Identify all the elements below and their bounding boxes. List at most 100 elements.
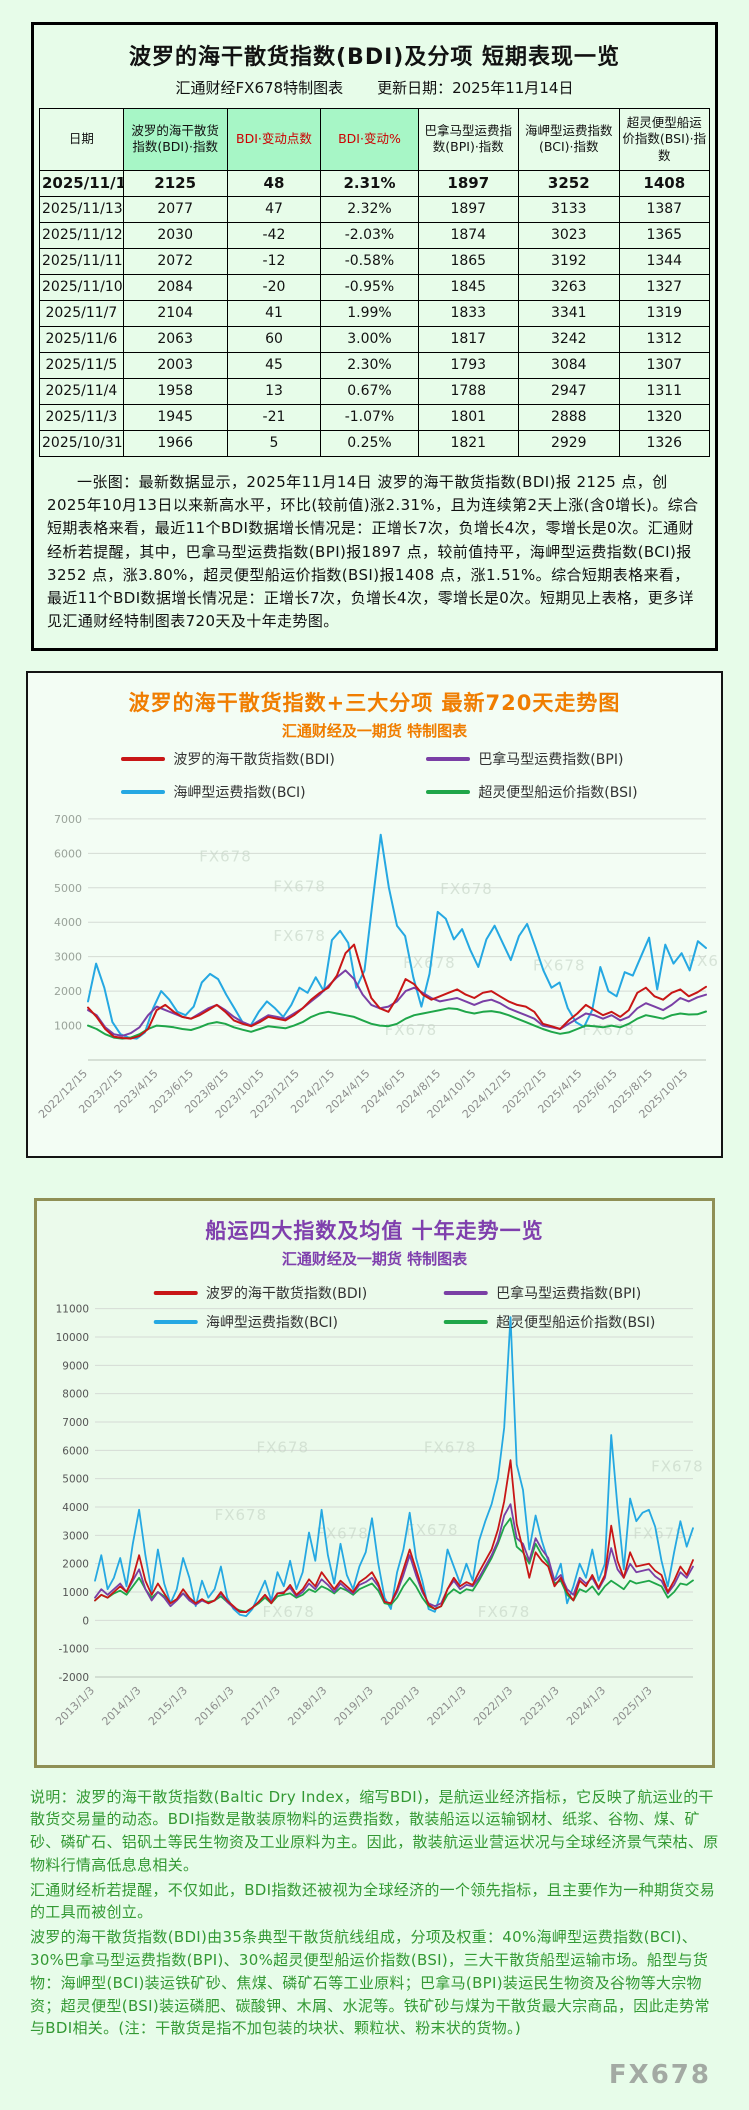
legend-label: 波罗的海干散货指数(BDI) [173, 751, 335, 768]
fx678-watermark: FX678 [273, 877, 326, 895]
chart-720d-title: 波罗的海干散货指数+三大分项 最新720天走势图 [128, 690, 621, 715]
x-axis-tick-label: 2023/1/3 [517, 1683, 561, 1727]
table-cell: 1817 [417, 325, 520, 353]
chart-720d-plot: 7000 6000 5000 4000 3000 2000 1000 FX678 FX678 FX… [36, 812, 720, 1120]
chart-720d-panel: 波罗的海干散货指数+三大分项 最新720天走势图 汇通财经及一期货 特制图表 波… [26, 670, 723, 1158]
legend-label: 超灵便型船运价指数(BSI) [478, 784, 638, 801]
table-cell: 1387 [618, 195, 711, 223]
update-date-label: 更新日期：2025年11月14日 [377, 79, 574, 97]
table-cell: 1319 [618, 299, 711, 327]
x-axis-tick-label: 2022/1/3 [471, 1683, 515, 1727]
x-axis-tick-label: 2018/1/3 [285, 1683, 329, 1727]
y-axis-tick-label: 4000 [62, 1502, 89, 1514]
summary-text: 一张图：最新数据显示，2025年11月14日 波罗的海干散货指数(BDI)报 2… [47, 472, 699, 631]
table-cell: 2104 [122, 299, 228, 327]
table-row: 2025/11/12 2030 -42 -2.03% 1874 3023 1365 [39, 221, 711, 249]
table-cell: 2929 [518, 429, 620, 457]
x-axis-tick-label: 2021/1/3 [424, 1683, 468, 1727]
fx678-watermark: FX678 [214, 1505, 267, 1523]
column-header: 巴拿马型运费指数(BPI)·指数 [417, 108, 520, 171]
table-row: 2025/11/11 2072 -12 -0.58% 1865 3192 1344 [39, 247, 711, 275]
x-axis-tick-label: 2025/1/3 [610, 1683, 654, 1727]
table-cell: 1327 [618, 273, 711, 301]
column-header: 海岬型运费指数(BCI)·指数 [518, 108, 620, 171]
table-cell: 1326 [618, 429, 711, 457]
chart-10y-legend: 波罗的海干散货指数(BDI) 巴拿马型运费指数(BPI) 海岬型运费指数(BCI) 超… [105, 1283, 686, 1332]
legend-line-swatch [426, 756, 471, 761]
table-row: 2025/11/6 2063 60 3.00% 1817 3242 1312 [39, 325, 711, 353]
table-row: 2025/10/31 1966 5 0.25% 1821 2929 1326 [39, 429, 711, 457]
chart-10y-title: 船运四大指数及均值 十年走势一览 [205, 1218, 544, 1243]
table-cell: 2025/11/11 [39, 247, 124, 275]
fx678-watermark: FX678 [384, 1021, 437, 1039]
legend-line-swatch [444, 1290, 489, 1295]
description-text: 说明：波罗的海干散货指数(Baltic Dry Index，缩写BDI)，是航运… [30, 1786, 719, 2041]
table-cell: 13 [226, 377, 322, 405]
y-axis-tick-label: 8000 [62, 1388, 89, 1400]
table-cell: -0.95% [320, 273, 419, 301]
table-cell: 2947 [518, 377, 620, 405]
fx678-watermark: FX678 [403, 954, 456, 972]
table-cell: 2025/11/6 [39, 325, 124, 353]
fx678-watermark: FX678 [477, 1603, 530, 1621]
table-cell: 2025/11/7 [39, 299, 124, 327]
column-header: 波罗的海干散货指数(BDI)·指数 [122, 108, 228, 171]
chart-10y-panel: 船运四大指数及均值 十年走势一览 汇通财经及一期货 特制图表 波罗的海干散货指数… [34, 1197, 715, 1768]
column-header: BDI·变动点数 [226, 108, 322, 171]
table-cell: -12 [226, 247, 322, 275]
table-cell: 2025/11/3 [39, 403, 124, 431]
x-axis-tick-label: 2014/1/3 [99, 1683, 143, 1727]
chart-10y-plot: 1100010000900080007000600050004000300020… [52, 1303, 702, 1727]
table-cell: 2888 [518, 403, 620, 431]
table-cell: 1845 [417, 273, 520, 301]
column-header: 日期 [39, 108, 124, 171]
table-cell: -2.03% [320, 221, 419, 249]
legend-label: 巴拿马型运费指数(BPI) [496, 1285, 642, 1302]
y-axis-tick-label: 2000 [62, 1558, 89, 1570]
table-cell: 2125 [122, 169, 228, 197]
table-cell: 48 [226, 169, 322, 197]
table-cell: 2025/11/12 [39, 221, 124, 249]
legend-line-swatch [121, 789, 166, 794]
table-cell: 1833 [417, 299, 520, 327]
series-line [93, 1458, 694, 1613]
table-cell: 0.67% [320, 377, 419, 405]
chart-10y-subtitle: 汇通财经及一期货 特制图表 [281, 1249, 468, 1268]
y-axis-tick-label: 10000 [55, 1332, 88, 1344]
table-row: 2025/11/13 2077 47 2.32% 1897 3133 1387 [39, 195, 711, 223]
legend-line-swatch [444, 1319, 489, 1324]
legend-line-swatch [121, 756, 166, 761]
series-line [86, 833, 707, 1040]
y-axis-tick-label: -2000 [58, 1672, 89, 1684]
table-cell: 2025/11/5 [39, 351, 124, 379]
page-subtitle: 汇通财经FX678特制图表 更新日期：2025年11月14日 [39, 77, 710, 98]
legend-label: 巴拿马型运费指数(BPI) [478, 751, 624, 768]
description-paragraph: 汇通财经析若提醒，不仅如此，BDI指数还被视为全球经济的一个领先指标，且主要作为… [30, 1880, 716, 1922]
table-cell: 3192 [518, 247, 620, 275]
table-cell: 5 [226, 429, 322, 457]
table-cell: 3341 [518, 299, 620, 327]
x-axis-tick-label: 2013/1/3 [52, 1683, 96, 1727]
table-cell: 2.32% [320, 195, 419, 223]
table-cell: 1793 [417, 351, 520, 379]
table-cell: 1311 [618, 377, 711, 405]
table-row: 2025/11/3 1945 -21 -1.07% 1801 2888 1320 [39, 403, 711, 431]
table-cell: 0.25% [320, 429, 419, 457]
legend-line-swatch [426, 789, 471, 794]
fx678-watermark: FX678 [262, 1603, 315, 1621]
y-axis-tick-label: 0 [82, 1615, 89, 1627]
table-cell: 2025/11/13 [39, 195, 124, 223]
y-axis-tick-label: 5000 [54, 881, 82, 894]
legend-label: 海岬型运费指数(BCI) [173, 784, 306, 801]
table-cell: 3133 [518, 195, 620, 223]
table-cell: -20 [226, 273, 322, 301]
table-cell: 41 [226, 299, 322, 327]
chart-720d-subtitle: 汇通财经及一期货 特制图表 [281, 721, 468, 740]
x-axis-tick-label: 2020/1/3 [378, 1683, 422, 1727]
fx678-watermark: FX678 [256, 1438, 309, 1456]
table-cell: 2025/10/31 [39, 429, 124, 457]
description-paragraph: 说明：波罗的海干散货指数(Baltic Dry Index，缩写BDI)，是航运… [30, 1787, 719, 1874]
x-axis-tick-label: 2017/1/3 [238, 1683, 282, 1727]
